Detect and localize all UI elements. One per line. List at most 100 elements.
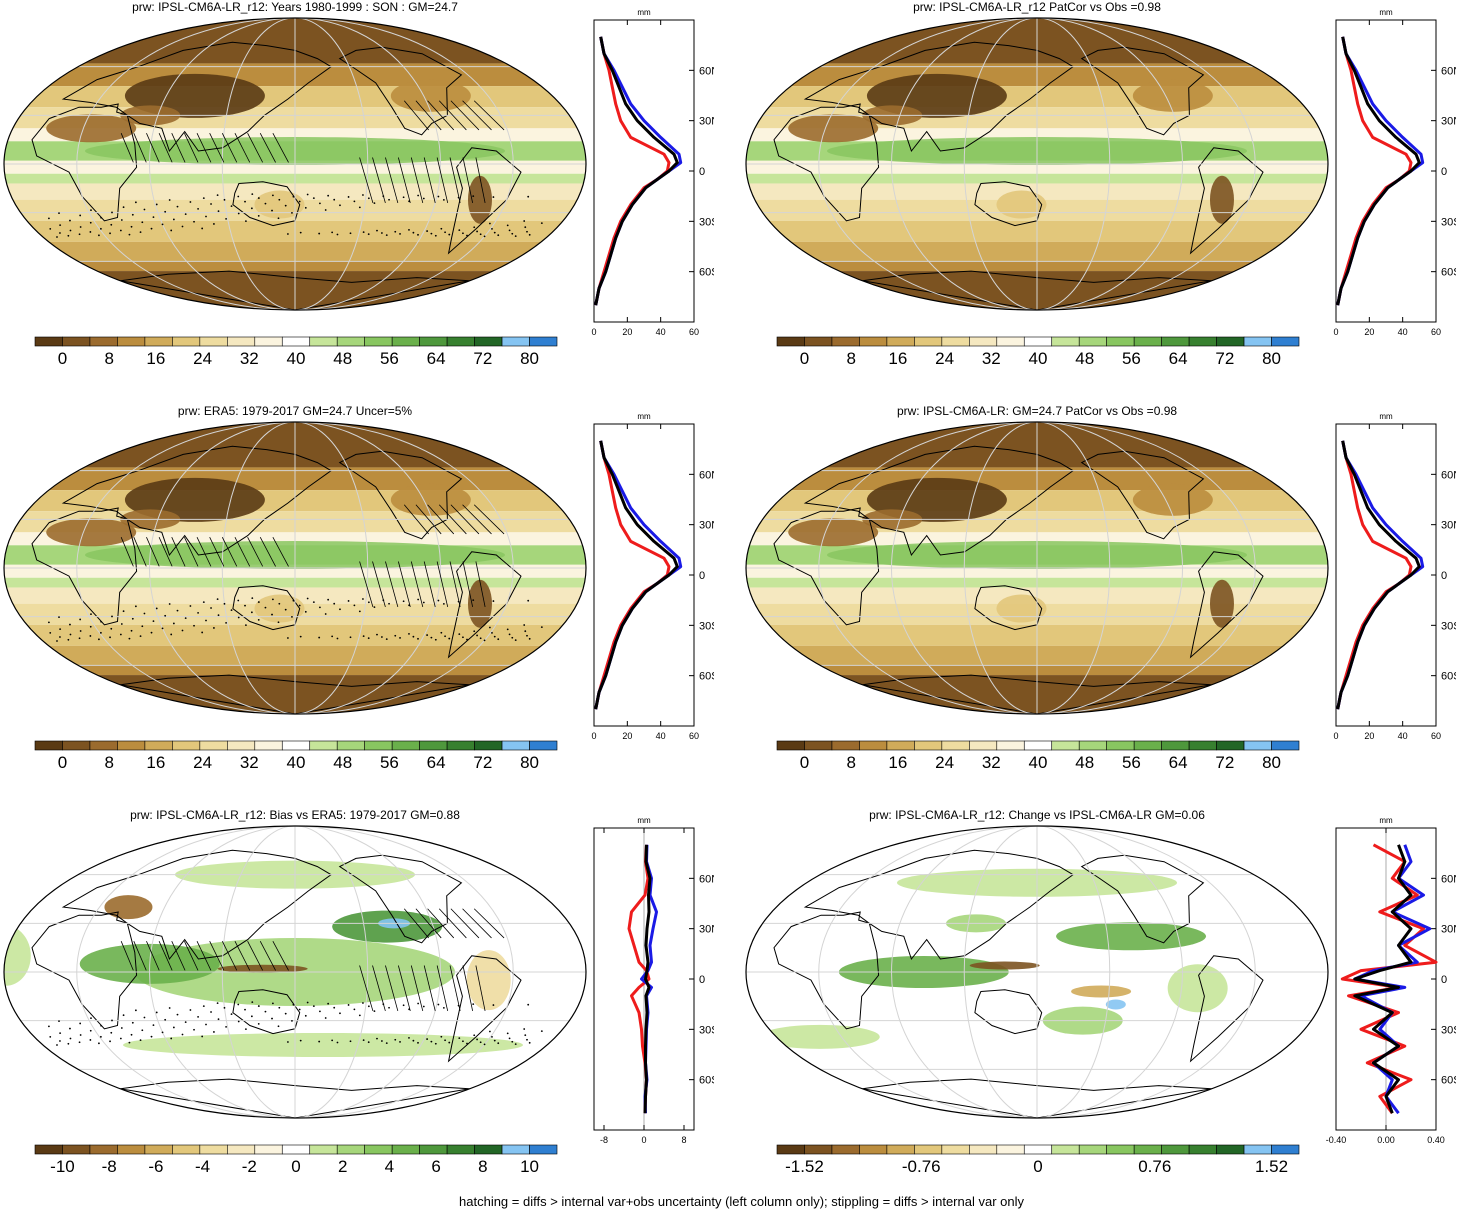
stipple-dot [373,202,376,205]
colorbar-label: 48 [1075,349,1094,368]
stipple-dot [49,631,52,634]
stipple-dot [257,601,260,603]
stipple-dot [488,626,491,629]
profile-ytick-label: 30S [699,1024,714,1036]
colorbar-label: 32 [240,753,259,772]
colorbar-swatch [172,740,201,751]
stipple-dot [527,599,530,602]
profile-ytick-label: 60N [699,873,714,885]
stipple-dot [299,1039,302,1042]
coastline-namerica [1080,450,1205,540]
colorbar-swatch [281,1144,311,1155]
colorbar-swatch [529,740,558,751]
hatch-line [462,908,492,939]
stipple-dot [434,1042,437,1045]
stipple-dot [164,1018,167,1021]
stipple-dot [111,615,113,618]
stipple-dot [437,1003,440,1006]
stipple-dot [462,636,464,639]
coastline-antarctica [862,674,1212,714]
stipple-dot [170,229,173,232]
zonal-profile-plot: mm -0.40 0.00 0.40 60N 30N 0 30S 60S [1326,816,1456,1145]
profile-ytick-label: 30S [1441,1024,1456,1036]
stipple-dot [388,1006,390,1009]
stipple-dot [417,598,420,601]
hatch-line [438,908,467,939]
hatch-line [436,965,449,1012]
field-blob [1167,964,1228,1013]
stipple-dot [202,1005,205,1007]
hatch-line [146,133,160,163]
profile-ytick-label: 30S [1441,216,1456,228]
colorbar: -10 -8 -6 -4 -2 0 2 4 6 8 10 [34,1144,558,1176]
colorbar-label: 16 [888,753,907,772]
stipple-dot [333,198,336,201]
colorbar-swatch [62,336,91,347]
stipple-dot [277,1025,280,1028]
profile-ytick-label: 30S [699,620,714,632]
stipple-dot [408,604,410,607]
colorbar-swatch [474,1144,503,1155]
stipple-dot [172,1026,175,1029]
zonal-profile-plot: mm 0 20 40 60 60N 30N 0 30S 60S [591,8,714,337]
colorbar-swatch [1051,336,1080,347]
graticule-meridian [148,18,442,310]
colorbar-swatch [1106,336,1135,347]
stipple-dot [245,220,247,223]
profile-ytick-label: 60S [1441,1075,1456,1087]
stipple-dot [318,232,321,235]
colorbar-swatch [199,740,228,751]
hatch-line [385,561,399,608]
stipple-dot [170,633,173,636]
hatch-line [423,561,436,608]
colorbar-swatch [391,336,420,347]
profile-ytick-label: 30S [699,216,714,228]
colorbar-swatch [309,1144,338,1155]
hatch-line [410,157,424,204]
hatch-line [397,157,411,204]
stipple-dot [479,637,482,640]
graticule-meridian [76,18,514,310]
stipple-dot [434,638,437,641]
stipple-dot [257,197,260,199]
world-map [3,825,587,1119]
stipple-dot [437,599,440,602]
graticule-meridian [963,18,1111,310]
colorbar-label: 0 [800,753,809,772]
graticule-meridian [890,18,1184,310]
stipple-dot [442,198,445,201]
colorbar-swatch [364,336,393,347]
graticule-meridian [818,826,1256,1118]
stipple-dot [367,601,370,604]
field-blob [1071,985,1132,998]
profile-ytick-label: 30S [1441,620,1456,632]
stipple-dot [217,210,220,213]
stipple-dot [134,1009,137,1012]
colorbar-swatch [1133,1144,1162,1155]
stipple-dot [526,230,528,233]
stipple-dot [152,620,155,623]
colorbar-label: 24 [193,753,212,772]
profile-ytick-label: 60N [1441,469,1456,481]
stipple-dot [109,232,111,235]
hatch-line [410,561,424,608]
stipple-dot [79,618,82,621]
profile-xtick-label: 60 [689,327,699,337]
colorbar-label: 10 [520,1157,539,1176]
stipple-dot [89,1039,92,1041]
colorbar-swatch [831,740,860,751]
colorbar-swatch [474,336,503,347]
colorbar-label: 56 [1122,753,1141,772]
colorbar-label: 56 [380,349,399,368]
stipple-dot [306,597,309,600]
stipple-dot [362,598,364,600]
graticule-meridian [148,422,442,714]
stipple-dot [67,638,70,641]
hatch-line [196,537,212,567]
colorbar-label: -8 [102,1157,117,1176]
colorbar-swatch [446,740,475,751]
colorbar-swatch [1243,1144,1272,1155]
graticule-meridian [148,826,442,1118]
stipple-dot [339,1012,341,1015]
hatch-line [247,132,264,163]
